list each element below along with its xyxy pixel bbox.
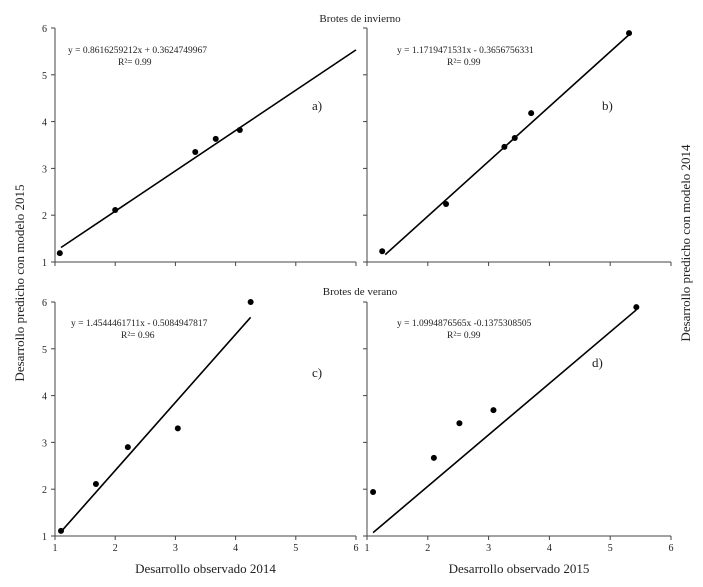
panel-b: y = 1.1719471531x - 0.3656756331 R²= 0.99… — [363, 27, 672, 266]
x-tick-label: 3 — [486, 543, 491, 554]
data-point — [430, 454, 437, 461]
r-squared-label: R²= 0.99 — [447, 331, 481, 341]
regression-line — [384, 34, 629, 256]
x-axis-label: Desarrollo observado 2015 — [449, 561, 590, 576]
regression-line — [372, 309, 637, 534]
data-point — [212, 135, 219, 142]
x-tick-label: 5 — [293, 543, 298, 554]
data-point — [511, 134, 518, 141]
data-point — [379, 248, 386, 255]
data-point — [626, 30, 633, 37]
panel-label: a) — [312, 98, 322, 113]
x-tick-label: 2 — [425, 543, 430, 554]
equation-label: y = 0.8616259212x + 0.3624749967 — [68, 46, 207, 56]
title-summer: Brotes de verano — [323, 286, 398, 298]
title-winter: Brotes de invierno — [319, 13, 401, 25]
data-point — [501, 143, 508, 150]
data-point — [174, 425, 181, 432]
equation-label: y = 1.0994876565x -0.1375308505 — [397, 319, 532, 329]
regression-line — [62, 316, 252, 531]
equation-label: y = 1.4544461711x - 0.5084947817 — [71, 319, 208, 329]
r-squared-label: R²= 0.99 — [118, 58, 152, 68]
y-tick-label: 4 — [42, 118, 47, 129]
panel-label: c) — [312, 365, 322, 380]
data-point — [633, 304, 640, 311]
x-tick-label: 5 — [608, 543, 613, 554]
data-point — [92, 481, 99, 488]
regression-line — [60, 49, 357, 249]
y-tick-label: 6 — [42, 24, 47, 35]
panel-label: b) — [602, 98, 613, 113]
y-tick-label: 5 — [42, 345, 47, 356]
x-tick-label: 1 — [365, 543, 370, 554]
y-axis-label-right: Desarrollo predicho con modelo 2014 — [678, 144, 693, 342]
r-squared-label: R²= 0.96 — [121, 331, 155, 341]
x-axis-label: Desarrollo observado 2014 — [135, 561, 276, 576]
equation-label: y = 1.1719471531x - 0.3656756331 — [397, 46, 534, 56]
y-tick-label: 4 — [42, 392, 47, 403]
y-tick-label: 3 — [42, 438, 47, 449]
x-tick-label: 1 — [53, 543, 58, 554]
x-tick-label: 2 — [113, 543, 118, 554]
data-point — [236, 127, 243, 134]
y-tick-label: 3 — [42, 164, 47, 175]
data-point — [456, 420, 463, 427]
y-tick-label: 6 — [42, 298, 47, 309]
y-tick-label: 5 — [42, 71, 47, 82]
panel-d: 1 2 3 4 5 6 Desarrollo observado 2015 y = 1.099… — [363, 301, 674, 576]
panel-c: 11 2 2 3 3 4 4 5 5 6 6 Desarrollo observado 2014 y =… — [42, 298, 359, 576]
data-point — [56, 250, 63, 257]
r-squared-label: R²= 0.99 — [447, 58, 481, 68]
panel-a: 1 2 3 4 5 6 y = 0.8616259212x + 0.3624749967 R²… — [42, 24, 357, 269]
y-tick-label: 1 — [42, 258, 47, 269]
x-tick-label: 6 — [669, 543, 674, 554]
data-point — [192, 149, 199, 156]
panel-label: d) — [592, 355, 603, 370]
x-tick-label: 4 — [547, 543, 552, 554]
x-tick-label: 3 — [173, 543, 178, 554]
y-tick-label: 1 — [42, 532, 47, 543]
y-tick-label: 2 — [42, 211, 47, 222]
data-point — [528, 110, 535, 117]
y-axis-label-left: Desarrollo predicho con modelo 2015 — [12, 184, 27, 381]
data-point — [490, 407, 497, 414]
x-tick-label: 6 — [354, 543, 359, 554]
data-point — [124, 444, 131, 451]
x-tick-label: 4 — [233, 543, 238, 554]
data-point — [370, 489, 377, 496]
y-tick-label: 2 — [42, 485, 47, 496]
data-point — [443, 200, 450, 207]
data-point — [58, 527, 65, 534]
data-point — [247, 299, 254, 305]
data-point — [112, 207, 119, 214]
